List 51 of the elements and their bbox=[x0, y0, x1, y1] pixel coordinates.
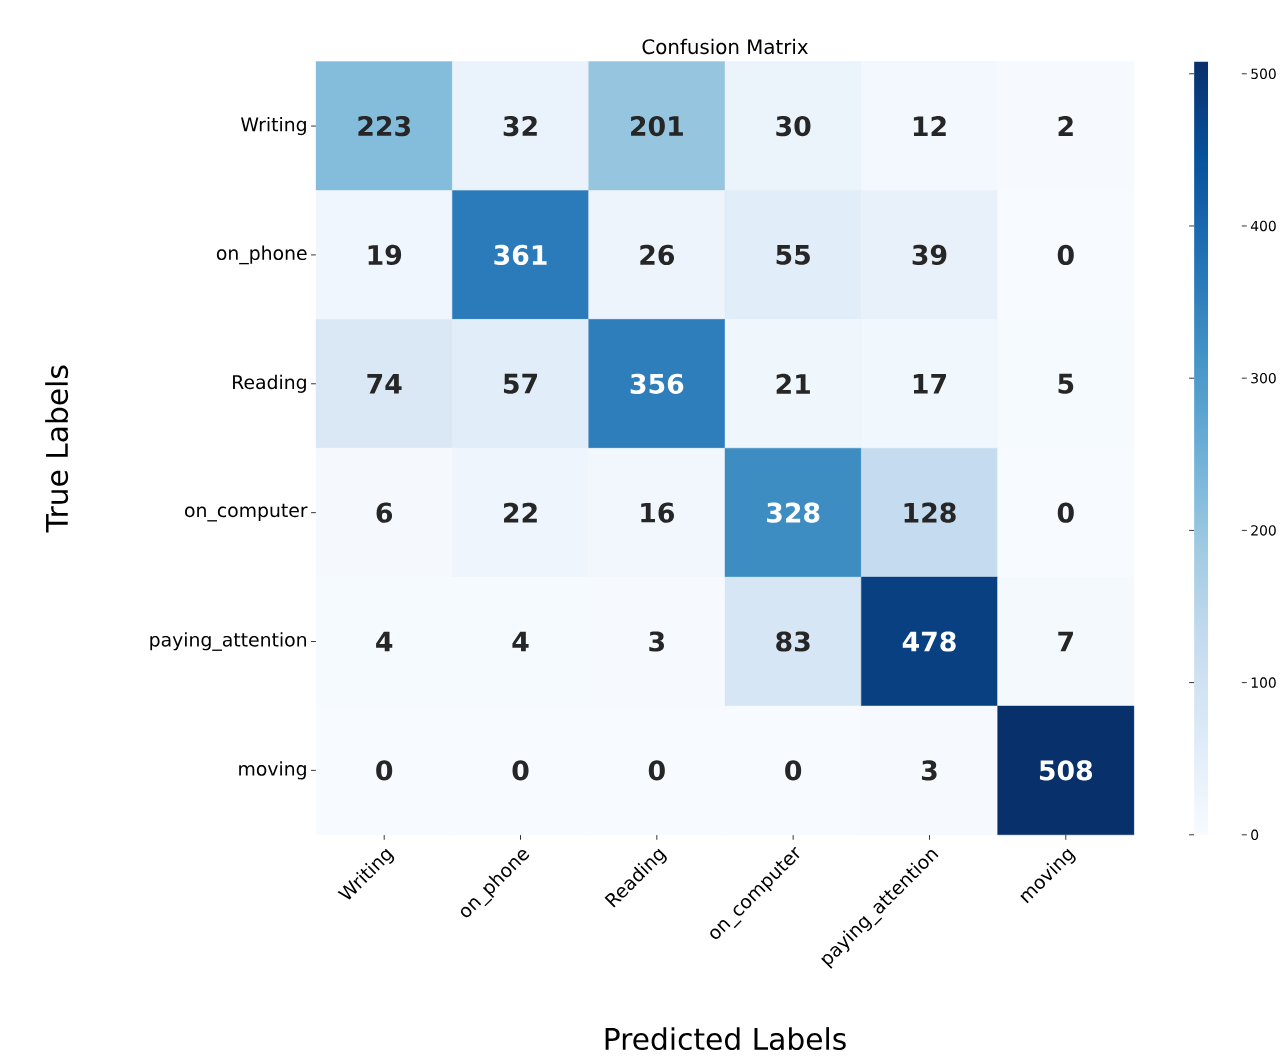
data-label: 22 bbox=[504, 502, 537, 523]
y-tick-label: Writing bbox=[241, 116, 306, 135]
color-bar-label: 500 bbox=[1251, 68, 1276, 79]
data-label: 12 bbox=[913, 115, 946, 136]
data-label: 0 bbox=[648, 760, 665, 781]
data-label: 201 bbox=[631, 115, 683, 136]
data-label: 361 bbox=[494, 244, 547, 265]
data-label: 2 bbox=[1058, 115, 1073, 136]
data-label: 19 bbox=[368, 244, 402, 265]
data-label: 356 bbox=[630, 373, 684, 394]
color-bar-label: 0 bbox=[1251, 829, 1259, 840]
data-label: 508 bbox=[1039, 760, 1093, 781]
y-axis-title: True Labels bbox=[45, 365, 69, 533]
data-label: 0 bbox=[1057, 502, 1074, 523]
data-label: 328 bbox=[767, 502, 820, 523]
data-label: 26 bbox=[640, 244, 675, 265]
data-label: 83 bbox=[776, 631, 810, 652]
y-tick-label: on_phone bbox=[216, 245, 307, 265]
data-label: 5 bbox=[1058, 373, 1074, 394]
data-label: 7 bbox=[1058, 631, 1073, 652]
data-label: 39 bbox=[912, 244, 947, 265]
y-tick-label: Reading bbox=[233, 374, 306, 393]
data-label: 17 bbox=[913, 373, 946, 394]
color-bar-label: 100 bbox=[1251, 677, 1276, 688]
x-axis-title: Predicted Labels bbox=[605, 1026, 846, 1050]
chart-title: Confusion Matrix bbox=[642, 38, 808, 54]
data-label: 4 bbox=[512, 631, 529, 652]
data-label: 0 bbox=[785, 760, 802, 781]
data-label: 0 bbox=[512, 760, 529, 781]
data-label: 0 bbox=[376, 760, 393, 781]
data-label: 4 bbox=[376, 631, 393, 652]
data-label: 0 bbox=[1057, 244, 1074, 265]
data-label: 6 bbox=[376, 502, 393, 523]
y-tick-label: paying_attention bbox=[150, 631, 306, 651]
data-label: 30 bbox=[776, 115, 811, 136]
color-bar-label: 400 bbox=[1250, 220, 1276, 232]
color-bar-label: 300 bbox=[1251, 372, 1276, 384]
color-bar-label: 200 bbox=[1251, 524, 1276, 536]
data-label: 223 bbox=[358, 115, 410, 136]
data-label: 128 bbox=[904, 502, 956, 523]
y-tick-label: on_computer bbox=[185, 503, 308, 522]
data-label: 478 bbox=[902, 631, 956, 652]
data-label: 21 bbox=[776, 373, 810, 394]
data-label: 74 bbox=[367, 373, 402, 394]
data-label: 55 bbox=[776, 244, 810, 265]
data-label: 3 bbox=[649, 631, 665, 652]
data-label: 32 bbox=[503, 115, 537, 136]
data-label: 3 bbox=[921, 760, 937, 781]
y-tick-label: moving bbox=[239, 761, 306, 780]
data-label: 16 bbox=[641, 502, 675, 523]
data-label: 57 bbox=[503, 373, 537, 394]
